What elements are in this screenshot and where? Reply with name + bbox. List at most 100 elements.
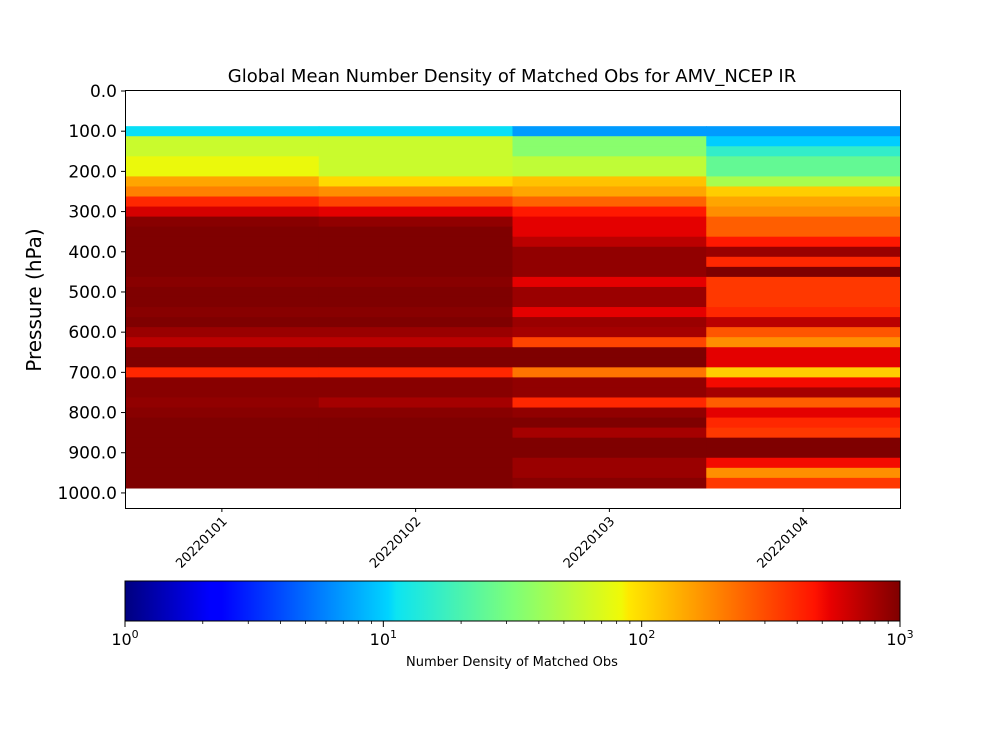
heatmap-cell <box>512 196 707 208</box>
heatmap-cell <box>318 156 514 167</box>
heatmap-cell <box>125 437 320 449</box>
heatmap-cell <box>706 226 901 238</box>
y-axis-ticks: 0.0 100.0 200.0 300.0 400.0 500.0 600.0 700.0 80… <box>58 82 125 504</box>
colorbar-tick-label: 100 <box>111 628 138 649</box>
heatmap-cell <box>706 337 901 348</box>
heatmap-cell <box>125 477 320 489</box>
heatmap-cell <box>125 317 320 328</box>
heatmap-cell <box>706 256 901 268</box>
y-axis-label: Pressure (hPa) <box>22 228 46 371</box>
heatmap-cell <box>706 367 901 378</box>
heatmap-cell <box>125 276 320 288</box>
heatmap-cell <box>318 327 514 338</box>
heatmap-cell <box>512 236 707 248</box>
y-tick-label: 700.0 <box>68 363 117 383</box>
colorbar-label: Number Density of Matched Obs <box>406 655 618 670</box>
heatmap-cell <box>318 477 514 489</box>
heatmap-cell <box>706 126 901 137</box>
heatmap-cell <box>318 447 514 459</box>
heatmap-cell <box>512 307 707 318</box>
heatmap-cell <box>318 256 514 268</box>
heatmap-cell <box>125 136 320 147</box>
heatmap-cell <box>512 256 707 268</box>
heatmap-cell <box>125 176 320 188</box>
heatmap-cell <box>512 427 707 439</box>
heatmap-cell <box>512 226 707 238</box>
heatmap-cell <box>318 357 514 368</box>
heatmap-cell <box>318 176 514 188</box>
heatmap-cell <box>125 216 320 228</box>
y-tick-label: 100.0 <box>68 122 117 142</box>
heatmap-cells <box>125 126 901 489</box>
heatmap-cell <box>125 447 320 459</box>
x-tick-label: 20220103 <box>561 514 618 571</box>
heatmap-cell <box>125 367 320 378</box>
colorbar-tick-label: 102 <box>628 628 655 649</box>
heatmap-cell <box>125 186 320 198</box>
heatmap-cell <box>512 477 707 489</box>
heatmap-cell <box>318 236 514 248</box>
heatmap-cell <box>318 276 514 288</box>
heatmap-cell <box>512 457 707 469</box>
heatmap-cell <box>512 317 707 328</box>
heatmap-cell <box>318 186 514 198</box>
heatmap-cell <box>125 407 320 419</box>
colorbar-ticks: 100 101 102 103 <box>111 621 914 649</box>
heatmap-cell <box>125 347 320 358</box>
heatmap-cell <box>512 367 707 378</box>
heatmap-cell <box>125 196 320 208</box>
heatmap-cell <box>706 156 901 167</box>
heatmap-cell <box>318 407 514 419</box>
heatmap-cell <box>512 417 707 429</box>
heatmap-cell <box>318 337 514 348</box>
heatmap-cell <box>125 427 320 439</box>
heatmap-cell <box>125 146 320 157</box>
y-tick-label: 900.0 <box>68 444 117 464</box>
heatmap-cell <box>706 387 901 399</box>
heatmap-cell <box>125 126 320 137</box>
y-tick-label: 300.0 <box>68 203 117 223</box>
heatmap-cell <box>125 307 320 318</box>
heatmap-cell <box>706 236 901 248</box>
x-tick-label: 20220104 <box>755 514 812 571</box>
heatmap-cell <box>512 357 707 368</box>
heatmap-cell <box>706 437 901 449</box>
heatmap-cell <box>318 166 514 178</box>
heatmap-cell <box>125 377 320 389</box>
heatmap-cell <box>125 226 320 238</box>
heatmap-cell <box>706 417 901 429</box>
x-axis-ticks: 20220101 20220102 20220103 20220104 <box>173 508 812 572</box>
heatmap-cell <box>512 296 707 308</box>
y-tick-label: 200.0 <box>68 162 117 182</box>
heatmap-cell <box>318 367 514 378</box>
heatmap-cell <box>706 216 901 228</box>
heatmap-cell <box>512 186 707 198</box>
y-tick-label: 1000.0 <box>58 484 117 504</box>
heatmap-cell <box>125 417 320 429</box>
heatmap-cell <box>318 427 514 439</box>
heatmap-cell <box>318 216 514 228</box>
heatmap-cell <box>706 447 901 459</box>
heatmap-cell <box>512 216 707 228</box>
heatmap-cell <box>318 397 514 409</box>
heatmap-cell <box>706 196 901 208</box>
heatmap-cell <box>706 377 901 389</box>
heatmap-cell <box>706 327 901 338</box>
heatmap-cell <box>125 327 320 338</box>
heatmap-cell <box>706 146 901 157</box>
heatmap-cell <box>318 146 514 157</box>
heatmap-cell <box>512 437 707 449</box>
heatmap-cell <box>512 266 707 278</box>
heatmap-cell <box>512 337 707 348</box>
heatmap-cell <box>706 186 901 198</box>
y-tick-label: 400.0 <box>68 243 117 263</box>
heatmap-cell <box>512 146 707 157</box>
heatmap-cell <box>318 457 514 469</box>
heatmap-cell <box>318 286 514 298</box>
heatmap-cell <box>706 166 901 178</box>
heatmap-cell <box>706 317 901 328</box>
heatmap-cell <box>706 246 901 258</box>
y-tick-label: 500.0 <box>68 283 117 303</box>
heatmap-cell <box>318 266 514 278</box>
